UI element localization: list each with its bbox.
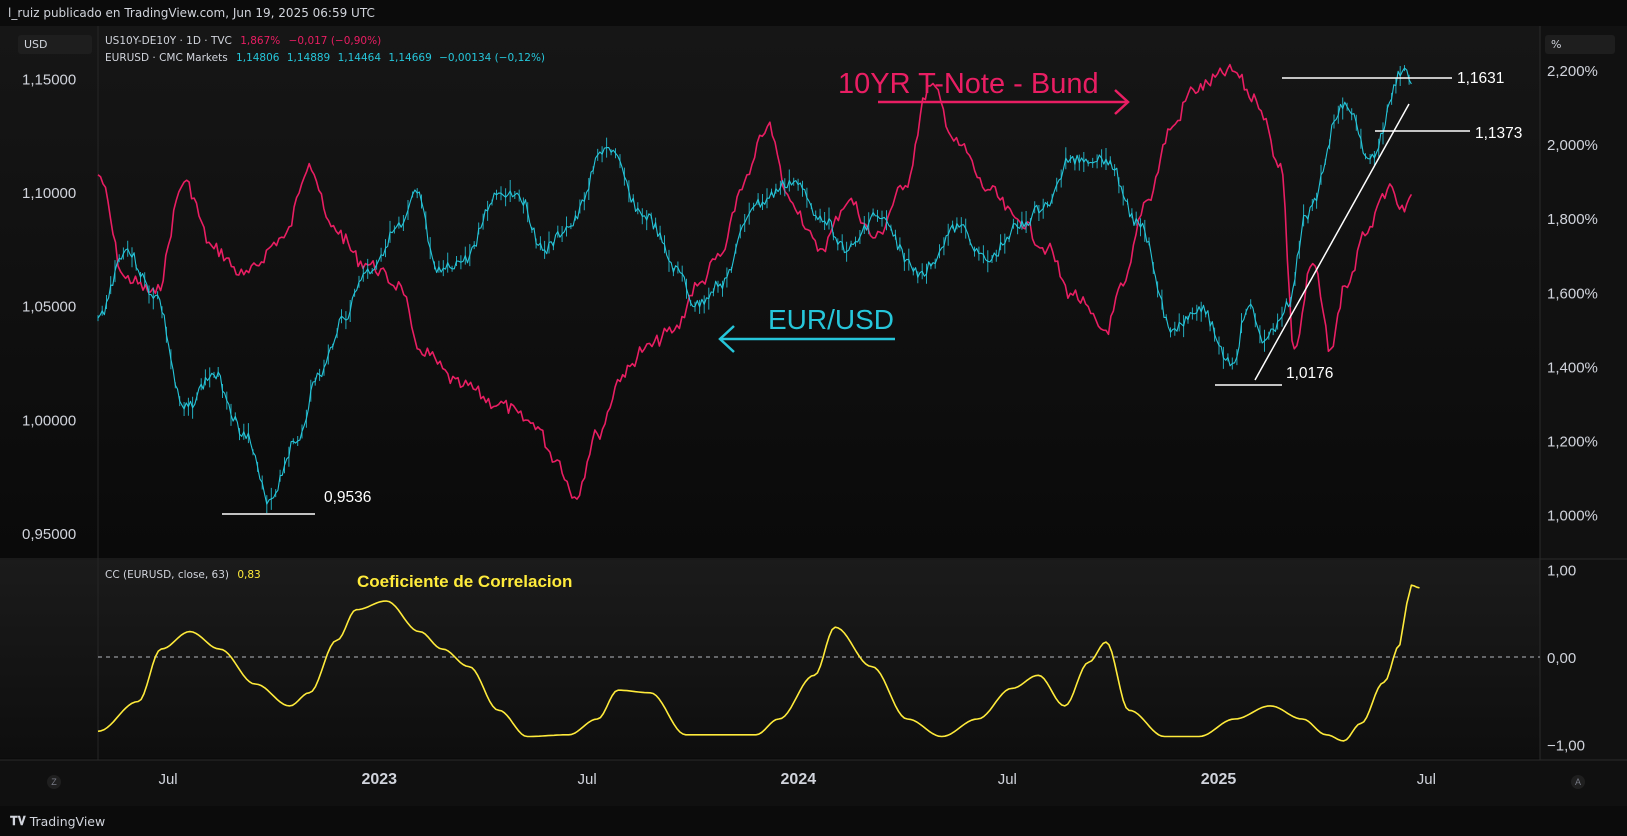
legend-eurusd-open: 1,14806	[236, 52, 280, 64]
left-axis-ticks: 1,15000 1,10000 1,05000 1,00000 0,95000	[22, 71, 76, 543]
eurusd-arrow	[718, 325, 895, 353]
time-tick-label: Jul	[577, 771, 596, 788]
legend-row-eurusd[interactable]: EURUSD · CMC Markets 1,14806 1,14889 1,1…	[105, 52, 545, 64]
eurusd-series-line[interactable]	[97, 67, 1412, 505]
legend-eurusd-symbol: EURUSD · CMC Markets	[105, 52, 228, 64]
left-tick-label: 0,95000	[22, 526, 76, 543]
level-label-0-9536: 0,9536	[324, 489, 371, 506]
legend-cc-value: 0,83	[237, 569, 261, 581]
legend-eurusd-close: 1,14669	[388, 52, 432, 64]
right-tick-label: 2,200%	[1547, 63, 1598, 80]
time-axis-ticks: Jul 2023 Jul 2024 Jul 2025 Jul	[158, 771, 1435, 788]
right-tick-label: 1,000%	[1547, 507, 1598, 524]
cc-pane[interactable]	[0, 560, 1540, 758]
right-tick-label: 1,200%	[1547, 433, 1598, 450]
time-tick-label: Jul	[998, 771, 1017, 788]
time-tick-label: Jul	[1417, 771, 1436, 788]
auto-scale-button[interactable]: A	[1571, 775, 1585, 789]
tradingview-brand[interactable]: 𝐓𝐕 TradingView	[10, 814, 105, 829]
cc-tick-label: 0,00	[1547, 650, 1576, 667]
level-label-1-0176: 1,0176	[1286, 365, 1333, 382]
right-tick-label: 1,400%	[1547, 359, 1598, 376]
legend-spread-last: 1,867%	[240, 35, 281, 47]
spread-label: 10YR T-Note - Bund	[838, 68, 1099, 100]
cc-tick-label: −1,00	[1547, 737, 1585, 754]
legend-eurusd-change: −0,00134 (−0,12%)	[439, 52, 546, 64]
time-tick-label: 2024	[781, 771, 817, 788]
left-tick-label: 1,00000	[22, 412, 76, 429]
right-axis-ticks: 2,200% 2,000% 1,800% 1,600% 1,400% 1,200% 1,00…	[1547, 63, 1598, 524]
footer-bar: 𝐓𝐕 TradingView	[0, 806, 1627, 836]
cc-axis-ticks: 1,00 0,00 −1,00	[1547, 562, 1585, 754]
left-tick-label: 1,10000	[22, 185, 76, 202]
right-tick-label: 2,000%	[1547, 137, 1598, 154]
cc-series-line[interactable]	[97, 584, 1420, 742]
trend-line[interactable]	[1254, 103, 1410, 381]
legend-eurusd-high: 1,14889	[286, 52, 331, 64]
publisher-bar: l_ruiz publicado en TradingView.com, Jun…	[0, 0, 1627, 26]
time-tick-label: 2023	[361, 771, 397, 788]
corr-label: Coeficiente de Correlacion	[357, 572, 572, 591]
series-layer	[97, 63, 1420, 742]
left-axis-unit-chip[interactable]: USD	[18, 35, 92, 54]
publisher-text: l_ruiz publicado en TradingView.com, Jun…	[8, 6, 375, 20]
level-label-1-1631: 1,1631	[1457, 70, 1504, 87]
right-tick-label: 1,600%	[1547, 285, 1598, 302]
legend-spread-symbol: US10Y-DE10Y · 1D · TVC	[105, 35, 232, 47]
eurusd-label: EUR/USD	[768, 304, 894, 335]
chart-canvas[interactable]: 1,15000 1,10000 1,05000 1,00000 0,95000 2,20…	[0, 26, 1627, 806]
time-tick-label: Jul	[158, 771, 177, 788]
time-axis-strip[interactable]	[0, 760, 1627, 806]
legend-row-spread[interactable]: US10Y-DE10Y · 1D · TVC 1,867% −0,017 (−0…	[105, 35, 381, 47]
eurusd-series-bars	[97, 65, 1410, 514]
tradingview-logo-icon: 𝐓𝐕	[10, 814, 26, 828]
spread-series-line[interactable]	[97, 63, 1413, 500]
legend-eurusd-low: 1,14464	[337, 52, 381, 64]
left-tick-label: 1,15000	[22, 71, 76, 88]
left-tick-label: 1,05000	[22, 299, 76, 316]
right-axis-unit-chip[interactable]: %	[1545, 35, 1615, 54]
brand-name: TradingView	[29, 814, 106, 829]
main-pane[interactable]	[0, 26, 1540, 558]
time-tick-label: 2025	[1201, 771, 1237, 788]
cc-tick-label: 1,00	[1547, 562, 1576, 579]
legend-spread-change: −0,017 (−0,90%)	[288, 35, 382, 47]
right-tick-label: 1,800%	[1547, 211, 1598, 228]
legend-row-cc[interactable]: CC (EURUSD, close, 63) 0,83	[105, 569, 261, 581]
level-label-1-1373: 1,1373	[1475, 125, 1522, 142]
right-axis-column[interactable]	[1540, 26, 1627, 760]
spread-arrow	[878, 89, 1130, 115]
legend-cc-symbol: CC (EURUSD, close, 63)	[105, 569, 230, 581]
timezone-corner-button[interactable]: Z	[47, 775, 61, 789]
